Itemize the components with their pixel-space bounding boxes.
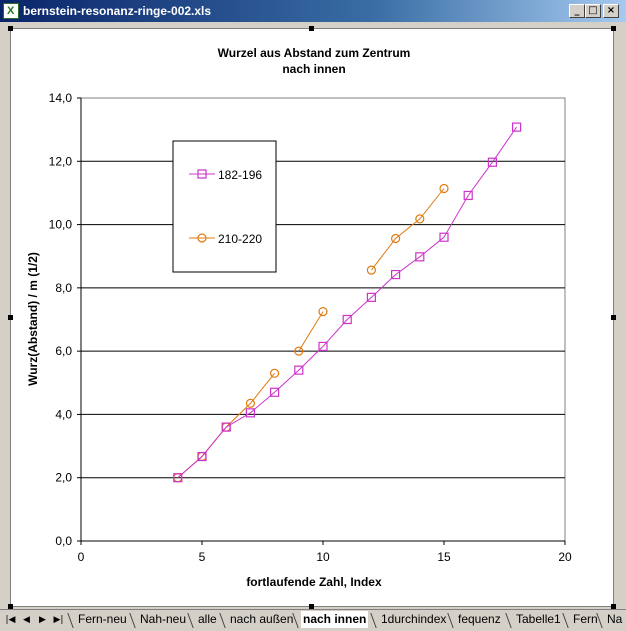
y-tick-label: 14,0 <box>49 91 73 105</box>
sheet-tab-nach-aussen[interactable]: nach außen <box>230 612 294 626</box>
y-tick-label: 6,0 <box>55 344 72 358</box>
sheet-tab-fequenz[interactable]: fequenz <box>458 612 501 626</box>
data-point <box>487 157 497 167</box>
line-chart: Wurzel aus Abstand zum Zentrum nach inne… <box>26 46 572 589</box>
x-tick-label: 15 <box>437 550 451 564</box>
y-tick-label: 8,0 <box>55 281 72 295</box>
data-point <box>512 122 522 132</box>
data-point <box>197 451 207 462</box>
chart-subtitle: nach innen <box>282 62 345 76</box>
data-point <box>245 408 255 418</box>
x-tick-label: 20 <box>558 550 572 564</box>
data-point <box>294 346 304 356</box>
last-sheet-button[interactable]: ▶| <box>53 615 64 625</box>
sheet-tab-1durchindex[interactable]: 1durchindex <box>381 612 447 626</box>
x-axis-label: fortlaufende Zahl, Index <box>246 575 382 589</box>
selection-handle[interactable] <box>8 604 13 609</box>
selection-handle[interactable] <box>611 315 616 320</box>
x-tick-label: 10 <box>316 550 330 564</box>
y-tick-label: 4,0 <box>55 407 72 421</box>
chart-area[interactable]: Wurzel aus Abstand zum Zentrum nach inne… <box>8 26 616 609</box>
sheet-tab-na[interactable]: Na <box>607 612 623 626</box>
selection-handle[interactable] <box>611 26 616 31</box>
x-tick-label: 0 <box>78 550 85 564</box>
x-tick-label: 5 <box>199 550 206 564</box>
legend-label: 210-220 <box>218 232 262 246</box>
y-tick-label: 0,0 <box>55 534 72 548</box>
y-axis-label: Wurz(Abstand) / m (1/2) <box>26 252 40 386</box>
chart-sheet-frame: Wurzel aus Abstand zum Zentrum nach inne… <box>0 22 626 609</box>
sheet-tab-fern[interactable]: Fern <box>573 612 598 626</box>
legend-marker <box>197 233 207 243</box>
plot-background <box>80 97 566 542</box>
legend: 182-196 210-220 <box>172 140 277 273</box>
y-tick-label: 2,0 <box>55 471 72 485</box>
data-point <box>366 265 376 275</box>
series-line-210-220 <box>371 188 445 271</box>
data-point <box>439 183 449 194</box>
data-point <box>318 341 328 351</box>
data-point <box>463 190 473 201</box>
prev-sheet-button[interactable]: ◀ <box>23 615 30 625</box>
data-point <box>270 387 280 397</box>
data-point <box>342 314 352 325</box>
series-line-210-220 <box>298 311 324 352</box>
first-sheet-button[interactable]: |◀ <box>5 615 16 625</box>
chart-title: Wurzel aus Abstand zum Zentrum <box>218 46 411 60</box>
data-point <box>415 214 425 224</box>
data-point <box>318 306 328 317</box>
data-point <box>173 473 183 483</box>
data-point <box>439 232 449 242</box>
minimize-button[interactable]: _ <box>569 4 585 18</box>
sheet-tab-bar: |◀ ◀ ▶ ▶| Fern-neu Nah-neu alle nach auß… <box>0 609 626 631</box>
data-point <box>294 365 304 375</box>
selection-handle[interactable] <box>309 26 314 31</box>
data-point <box>366 292 376 302</box>
data-point <box>415 252 425 262</box>
sheet-tab-nah-neu[interactable]: Nah-neu <box>140 612 187 626</box>
legend-box <box>172 140 277 273</box>
y-tick-label: 10,0 <box>49 218 73 232</box>
data-point <box>391 269 401 280</box>
data-point <box>221 422 231 432</box>
selection-handle[interactable] <box>8 315 13 320</box>
title-bar: bernstein-resonanz-ringe-002.xls _ □ × <box>0 0 626 22</box>
sheet-tab-nach-innen[interactable]: nach innen <box>301 611 369 628</box>
y-tick-label: 12,0 <box>49 154 73 168</box>
selection-handle[interactable] <box>8 26 13 31</box>
selection-handle[interactable] <box>309 604 314 609</box>
series-line-182-196 <box>177 126 518 479</box>
sheet-tab-tabelle1[interactable]: Tabelle1 <box>516 612 561 626</box>
sheet-tab-fern-neu[interactable]: Fern-neu <box>78 612 127 626</box>
data-point <box>391 233 401 244</box>
legend-label: 182-196 <box>218 168 262 182</box>
data-point <box>245 398 255 408</box>
data-point <box>270 368 280 378</box>
legend-marker <box>197 169 207 179</box>
excel-file-icon <box>3 3 19 19</box>
window-title: bernstein-resonanz-ringe-002.xls <box>23 4 212 18</box>
maximize-button[interactable]: □ <box>585 4 601 18</box>
plot-area: 0,0 2,0 4,0 6,0 8,0 10,0 12,0 14,0 0 5 10 15 20 <box>49 91 572 564</box>
sheet-tab-alle[interactable]: alle <box>198 612 217 626</box>
close-button[interactable]: × <box>603 4 619 18</box>
selection-handle[interactable] <box>611 604 616 609</box>
next-sheet-button[interactable]: ▶ <box>39 615 46 625</box>
